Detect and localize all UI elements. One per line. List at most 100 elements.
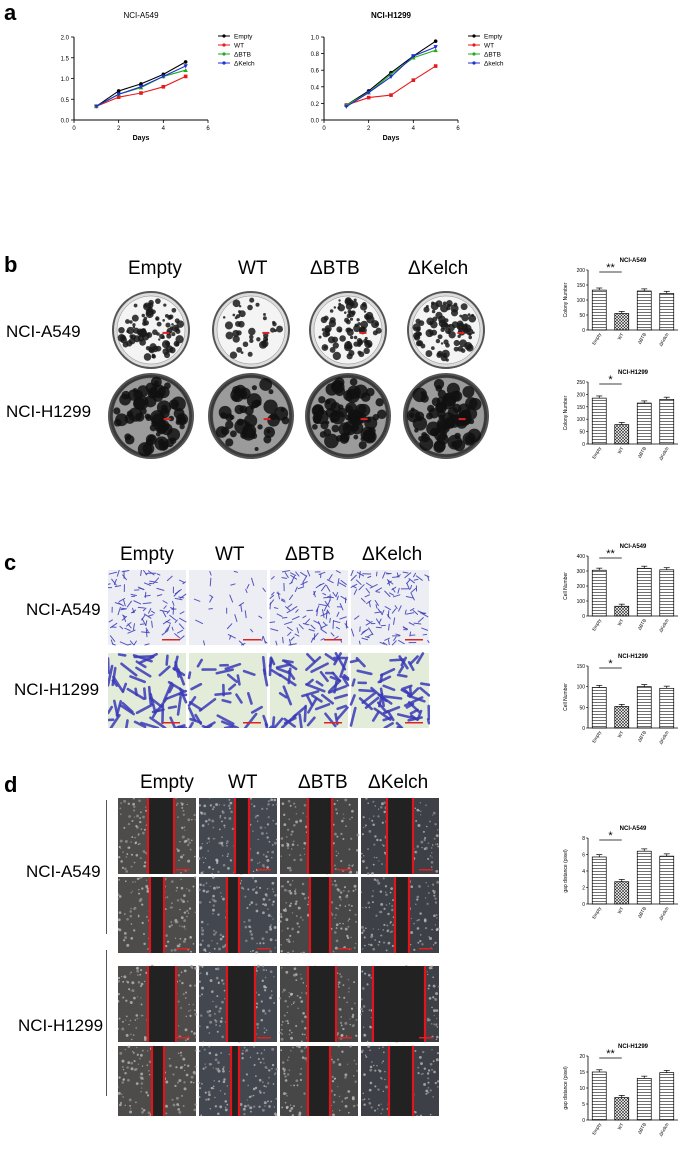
chart-title: NCI-A549 (620, 544, 647, 550)
cell (117, 1091, 121, 1095)
colony (431, 309, 436, 314)
cell (219, 1105, 223, 1109)
stained-cell (282, 685, 293, 706)
cell (257, 1026, 259, 1029)
cell (242, 1049, 244, 1052)
cell (128, 815, 131, 818)
colony (419, 436, 434, 451)
cell (387, 941, 391, 945)
cell (337, 1085, 339, 1088)
stained-cell (224, 662, 242, 671)
colony (332, 351, 342, 361)
cell (137, 914, 140, 916)
cell (289, 992, 293, 996)
colony (448, 331, 456, 339)
cell (255, 1002, 259, 1005)
cell (119, 839, 123, 843)
data-point (411, 54, 416, 59)
cell (200, 1082, 204, 1085)
cell (199, 846, 203, 850)
cell (136, 1017, 139, 1020)
stained-cell (133, 720, 147, 729)
cell (336, 972, 339, 974)
cell (267, 1082, 270, 1085)
cell (249, 848, 252, 850)
stained-cell (238, 640, 245, 646)
cell (198, 1081, 201, 1085)
y-tick-label: 50 (579, 705, 585, 711)
cell (379, 910, 383, 914)
cell (125, 1015, 128, 1018)
colony (232, 329, 240, 337)
cell (137, 834, 139, 837)
cell (254, 816, 257, 819)
cell (348, 872, 350, 874)
colony (428, 407, 440, 419)
stained-cell (268, 657, 273, 677)
cell (342, 984, 345, 986)
cell (338, 895, 342, 899)
stained-cell (349, 659, 359, 664)
cell (304, 1057, 308, 1060)
cell (273, 1002, 276, 1004)
cell (141, 1107, 144, 1110)
chart-title: NCI-H1299 (618, 370, 649, 376)
stained-cell (137, 586, 145, 591)
cell (332, 1113, 335, 1117)
cell (118, 895, 122, 898)
cell (347, 890, 350, 893)
cell (129, 973, 131, 975)
stained-cell (300, 581, 308, 586)
cell (252, 1045, 256, 1048)
cell (222, 982, 225, 985)
colony (312, 423, 318, 430)
cell (271, 850, 275, 854)
cell (294, 805, 297, 808)
cell (336, 812, 339, 815)
cell (219, 816, 222, 819)
stained-cell (143, 582, 152, 586)
cell (269, 950, 273, 953)
cell (434, 1081, 437, 1085)
cell (268, 1069, 271, 1072)
cell (284, 1020, 287, 1022)
cell (362, 929, 366, 932)
cell (288, 996, 291, 998)
cell (346, 1096, 349, 1099)
cell (272, 819, 275, 822)
cell (262, 942, 265, 945)
stained-cell (244, 610, 247, 619)
stained-cell (316, 608, 319, 617)
cell (297, 844, 299, 846)
colony (249, 297, 255, 303)
cell (164, 908, 167, 911)
cell (176, 944, 180, 948)
x-axis-label: Days (383, 135, 400, 142)
cell (274, 841, 277, 845)
cell (139, 1076, 142, 1078)
cell (131, 890, 134, 892)
cell (218, 1024, 221, 1027)
cell (216, 1030, 219, 1033)
bar-2 (636, 850, 652, 905)
colony (154, 380, 160, 386)
cell (371, 872, 374, 875)
cell (299, 973, 302, 976)
bar-1 (614, 424, 630, 445)
cell (142, 850, 146, 853)
stained-cell (106, 705, 114, 715)
cell (252, 1094, 255, 1097)
cell (384, 1085, 388, 1089)
colony (238, 305, 242, 308)
stained-cell (109, 635, 116, 642)
colony (168, 314, 174, 320)
cell (202, 1067, 205, 1070)
colony (346, 340, 351, 345)
colony (276, 325, 283, 333)
stained-cell (382, 684, 396, 692)
cell (279, 920, 282, 923)
colony (321, 328, 325, 332)
colony (151, 354, 156, 359)
stained-cell (378, 618, 382, 624)
